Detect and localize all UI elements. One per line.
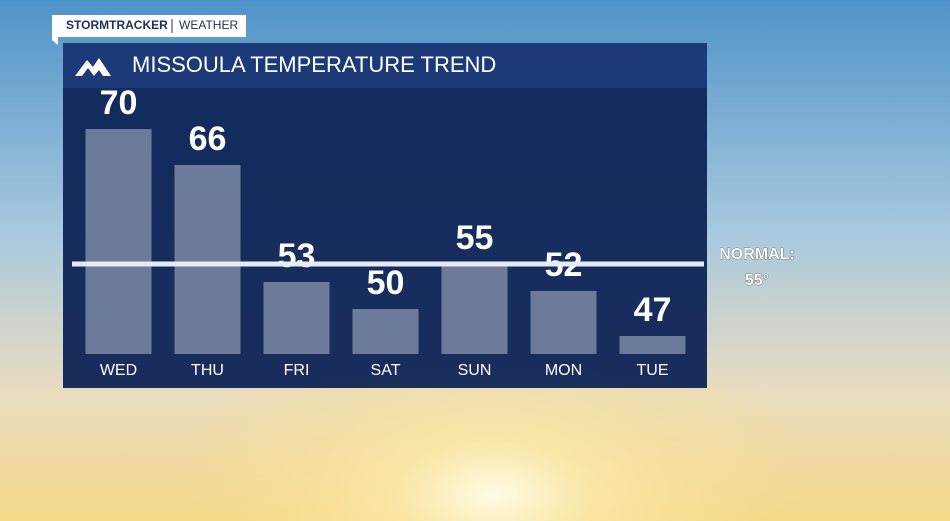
bar	[263, 282, 330, 354]
value-label: 55	[456, 219, 494, 257]
normal-value: 55°	[745, 272, 769, 289]
x-tick-label: MON	[545, 362, 582, 379]
value-label: 47	[634, 291, 672, 329]
value-label: 53	[278, 237, 316, 275]
brand-tag: STORMTRACKER WEATHER	[52, 15, 246, 45]
x-tick-label: FRI	[284, 362, 310, 379]
logo-mountains	[75, 58, 111, 76]
x-tick-label: WED	[100, 362, 137, 379]
value-label: 50	[367, 264, 405, 302]
bar	[441, 264, 508, 354]
x-tick-label: THU	[191, 362, 224, 379]
bar	[619, 336, 686, 354]
value-label: 70	[100, 84, 138, 122]
brand-box	[55, 15, 246, 37]
bar	[174, 165, 241, 354]
value-label: 66	[189, 120, 227, 158]
normal-label: NORMAL:	[719, 246, 795, 263]
brand-name: STORMTRACKER	[66, 18, 168, 32]
brand-section: WEATHER	[179, 18, 238, 32]
x-tick-label: TUE	[637, 362, 669, 379]
header-bar	[63, 43, 707, 88]
x-tick-label: SUN	[458, 362, 492, 379]
bar	[530, 291, 597, 354]
x-tick-label: SAT	[371, 362, 401, 379]
bar	[85, 129, 152, 354]
brand-tab	[52, 15, 58, 45]
bar	[352, 309, 419, 354]
chart-title: MISSOULA TEMPERATURE TREND	[132, 52, 496, 77]
